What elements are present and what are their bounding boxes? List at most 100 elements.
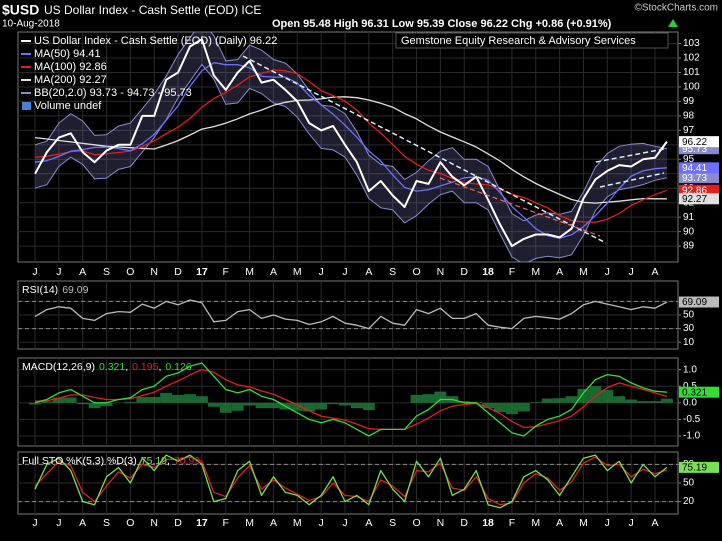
x-tick-label: A: [651, 266, 658, 278]
panels: 8990919293949596979899100101102103US Dol…: [17, 31, 701, 515]
histogram-bar: [160, 392, 173, 403]
legend-separator: ,: [158, 361, 161, 373]
x-tick-label: M: [245, 517, 254, 529]
source: ©StockCharts.com: [634, 3, 718, 14]
x-tick-label: N: [150, 517, 158, 529]
x-tick-label: J: [605, 266, 610, 278]
histogram-bar: [195, 396, 208, 403]
y-tick-label: 101: [683, 67, 700, 78]
panel: 8990919293949596979899100101102103US Dol…: [17, 31, 700, 263]
y-tick-label: 91: [683, 212, 695, 223]
histogram-bar: [613, 396, 626, 403]
legend-label: US Dollar Index - Cash Settle (EOD) (Dai…: [34, 35, 277, 47]
x-tick-label: A: [365, 517, 372, 529]
x-tick-label: J: [319, 517, 324, 529]
histogram-bar: [601, 389, 614, 403]
histogram-bar: [303, 402, 316, 412]
plot-area: [34, 299, 668, 330]
y-tick-label: 0.5: [683, 381, 697, 392]
y-tick-label: 1.0: [683, 364, 697, 375]
histogram-bar: [291, 402, 304, 411]
x-tick-label: 18: [482, 517, 494, 529]
legend-value: 0.195: [132, 361, 158, 373]
histogram-bar: [553, 398, 566, 403]
y-tick-label: 10: [683, 337, 695, 348]
x-tick-label: N: [437, 517, 445, 529]
value-tag-label: 92.86: [682, 185, 707, 196]
series-line: [34, 454, 668, 509]
y-tick-label: 89: [683, 241, 695, 252]
histogram-bar: [625, 399, 638, 403]
x-tick-label: J: [32, 517, 37, 529]
x-tick-label: O: [412, 266, 420, 278]
value-tag: 96.22: [679, 136, 719, 148]
y-tick-label: 100: [683, 82, 700, 93]
x-tick-label: S: [103, 517, 110, 529]
x-tick-label: M: [293, 266, 302, 278]
histogram-bar: [339, 402, 351, 406]
annotation-box: [395, 32, 669, 49]
value-tag: 94.41: [679, 162, 719, 174]
y-tick-label: 50: [683, 478, 695, 489]
value-tag-label: 93.73: [682, 173, 707, 184]
value-tag-label: 96.22: [682, 137, 707, 148]
x-tick-label: S: [389, 266, 396, 278]
quote: Open 95.48 High 96.31 Low 95.39 Close 96…: [272, 18, 612, 30]
panel-legend: RSI(14) 69.09: [22, 284, 89, 296]
y-tick-label: 20: [683, 496, 695, 507]
y-tick-label: -0.5: [683, 414, 701, 425]
histogram-bar: [267, 402, 280, 409]
x-tick-label: M: [293, 517, 302, 529]
histogram-bar: [434, 391, 447, 403]
x-tick-label: N: [437, 266, 445, 278]
value-tag-box: [679, 386, 719, 398]
trend-line: [242, 55, 607, 244]
histogram-bar: [40, 401, 53, 403]
band-fill: [35, 32, 667, 262]
histogram-bar: [100, 402, 113, 407]
date: 10-Aug-2018: [2, 19, 60, 30]
panel-label: MACD(12,26,9): [22, 361, 95, 373]
x-tick-label: A: [270, 517, 277, 529]
value-tag: 69.09: [679, 296, 719, 308]
histogram-bar: [88, 402, 101, 409]
x-tick-label: A: [556, 517, 563, 529]
histogram-bar: [172, 394, 185, 403]
panel: 10305070RSI(14)69.09: [17, 280, 695, 350]
x-tick-label: D: [460, 517, 468, 529]
x-tick-label: S: [389, 517, 396, 529]
x-tick-label: M: [245, 266, 254, 278]
histogram-bar: [243, 402, 256, 406]
x-tick-label: J: [605, 517, 610, 529]
value-tag: 0.321: [679, 386, 719, 398]
legend-swatch: [22, 102, 31, 110]
x-tick-label: J: [56, 517, 61, 529]
value-tag-label: 94.41: [682, 163, 707, 174]
histogram-bar: [541, 398, 554, 403]
channel-line: [599, 172, 665, 188]
series-line: [34, 456, 668, 506]
histogram-bar: [589, 386, 602, 403]
x-tick-label: D: [174, 266, 182, 278]
histogram-bar: [494, 402, 506, 413]
histogram-bar: [637, 401, 650, 403]
histogram-bar: [64, 397, 77, 403]
histogram-bar: [219, 402, 232, 413]
histogram-bar: [29, 402, 41, 405]
x-tick-label: A: [365, 266, 372, 278]
value-tag-label: 69.09: [682, 297, 707, 308]
x-tick-label: J: [629, 266, 634, 278]
legend-value: 70.99: [174, 455, 200, 467]
histogram-bar: [660, 398, 673, 403]
value-tag-label: 92.27: [682, 194, 707, 205]
x-tick-label: 17: [196, 517, 208, 529]
x-tick-label: O: [412, 517, 420, 529]
panel-label: Full STO %K(5,3) %D(3): [22, 455, 137, 467]
histogram-bar: [517, 402, 530, 412]
value-tag: 95.73: [679, 143, 719, 155]
histogram-bar: [350, 402, 363, 409]
symbol: $USD: [2, 2, 39, 18]
histogram-bar: [529, 402, 542, 403]
value-tag-box: [679, 461, 719, 473]
